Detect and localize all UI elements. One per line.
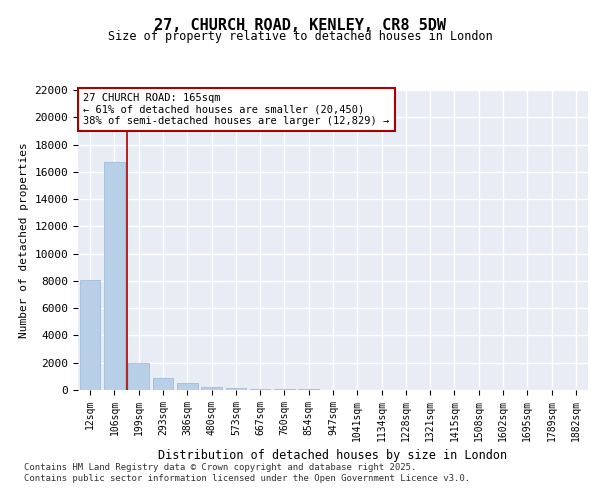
Bar	[104, 162, 125, 390]
Bar	[250, 388, 271, 390]
Bar	[177, 384, 197, 390]
Bar	[201, 388, 222, 390]
Bar	[152, 378, 173, 390]
Bar	[128, 364, 149, 390]
Text: 27, CHURCH ROAD, KENLEY, CR8 5DW: 27, CHURCH ROAD, KENLEY, CR8 5DW	[154, 18, 446, 32]
X-axis label: Distribution of detached houses by size in London: Distribution of detached houses by size …	[158, 449, 508, 462]
Text: Contains HM Land Registry data © Crown copyright and database right 2025.: Contains HM Land Registry data © Crown c…	[24, 462, 416, 471]
Text: 27 CHURCH ROAD: 165sqm
← 61% of detached houses are smaller (20,450)
38% of semi: 27 CHURCH ROAD: 165sqm ← 61% of detached…	[83, 93, 389, 126]
Text: Contains public sector information licensed under the Open Government Licence v3: Contains public sector information licen…	[24, 474, 470, 483]
Bar	[226, 388, 246, 390]
Bar	[80, 280, 100, 390]
Y-axis label: Number of detached properties: Number of detached properties	[19, 142, 29, 338]
Text: Size of property relative to detached houses in London: Size of property relative to detached ho…	[107, 30, 493, 43]
